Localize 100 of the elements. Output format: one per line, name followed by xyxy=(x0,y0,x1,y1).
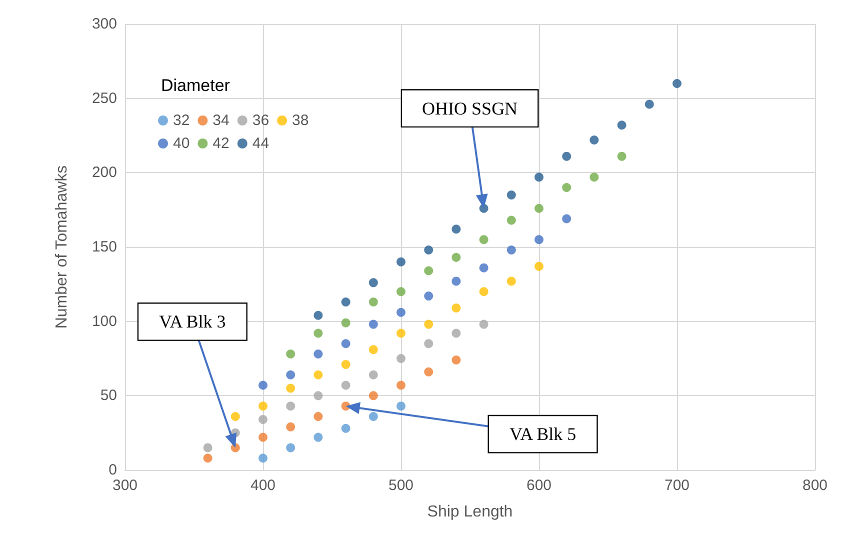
legend-label: 36 xyxy=(252,112,270,129)
point xyxy=(534,235,544,244)
point xyxy=(258,402,268,411)
point xyxy=(368,298,378,307)
point xyxy=(562,183,572,192)
point xyxy=(452,303,461,312)
y-tick-label: 150 xyxy=(92,238,117,256)
point xyxy=(617,120,626,130)
point xyxy=(617,152,626,161)
point xyxy=(424,320,434,329)
point xyxy=(424,245,434,254)
point xyxy=(396,354,406,363)
point xyxy=(368,320,378,329)
point xyxy=(452,252,461,262)
x-tick-label: 300 xyxy=(112,477,138,494)
point xyxy=(424,339,434,348)
legend-label: 40 xyxy=(173,135,190,152)
point xyxy=(424,266,434,276)
point xyxy=(368,391,378,400)
x-tick-label: 800 xyxy=(802,477,828,494)
x-axis-title: Ship Length xyxy=(427,504,513,520)
legend-label: 32 xyxy=(173,112,190,129)
point xyxy=(590,135,599,144)
point xyxy=(396,402,406,411)
point xyxy=(452,328,461,338)
point xyxy=(341,360,350,369)
legend-label: 34 xyxy=(212,112,230,129)
point xyxy=(314,412,323,421)
x-tick-label: 400 xyxy=(250,477,276,494)
point xyxy=(396,328,406,338)
point xyxy=(368,345,378,354)
point xyxy=(534,262,544,271)
point xyxy=(562,152,572,161)
y-tick-label: 0 xyxy=(108,462,117,478)
annotation: VA Blk 5 xyxy=(509,424,576,444)
point xyxy=(314,350,323,359)
y-tick-label: 300 xyxy=(92,16,117,32)
point xyxy=(396,380,406,390)
point xyxy=(314,328,323,338)
point xyxy=(479,320,488,329)
point xyxy=(368,278,378,288)
point xyxy=(562,214,572,224)
annotation: VA Blk 3 xyxy=(159,312,226,332)
point xyxy=(452,355,461,364)
point xyxy=(341,339,350,348)
point xyxy=(452,276,461,286)
point xyxy=(424,292,434,301)
point xyxy=(230,412,240,421)
point xyxy=(506,245,516,254)
point xyxy=(258,380,268,390)
point xyxy=(479,235,488,244)
x-tick-label: 500 xyxy=(388,477,414,494)
point xyxy=(286,350,296,359)
point xyxy=(534,172,544,182)
y-tick-label: 100 xyxy=(92,312,117,330)
point xyxy=(479,263,488,272)
point xyxy=(506,216,516,225)
point xyxy=(258,414,268,424)
point xyxy=(396,257,406,266)
point xyxy=(424,367,434,376)
point xyxy=(286,384,296,393)
point xyxy=(286,370,296,380)
point xyxy=(203,454,212,463)
legend-label: 42 xyxy=(212,135,230,152)
point xyxy=(314,310,323,320)
point xyxy=(452,224,461,234)
point xyxy=(341,318,350,328)
point xyxy=(368,370,378,380)
point xyxy=(506,190,516,200)
legend-label: 44 xyxy=(252,135,270,152)
point xyxy=(396,287,406,296)
point xyxy=(258,454,268,463)
point xyxy=(506,276,516,286)
point xyxy=(644,100,654,109)
point xyxy=(314,370,323,380)
point xyxy=(314,432,323,442)
point xyxy=(286,422,296,432)
point xyxy=(341,298,350,307)
y-tick-label: 50 xyxy=(100,387,117,404)
point xyxy=(396,308,406,317)
point xyxy=(203,443,212,452)
y-tick-label: 200 xyxy=(92,164,117,182)
point xyxy=(534,204,544,213)
point xyxy=(341,380,350,390)
point xyxy=(258,432,268,442)
annotation: OHIO SSGN xyxy=(422,98,518,118)
point xyxy=(672,78,682,88)
point xyxy=(341,424,350,433)
legend-title: Diameter xyxy=(161,76,230,95)
point xyxy=(286,402,296,411)
point xyxy=(590,172,599,182)
x-tick-label: 700 xyxy=(664,477,690,494)
y-tick-label: 250 xyxy=(92,90,117,107)
point xyxy=(314,391,323,400)
point xyxy=(479,287,488,296)
y-axis-title: Number of Tomahawks xyxy=(54,165,70,329)
point xyxy=(286,443,296,452)
legend-label: 38 xyxy=(292,112,309,129)
point xyxy=(368,412,378,421)
x-tick-label: 600 xyxy=(526,477,552,494)
